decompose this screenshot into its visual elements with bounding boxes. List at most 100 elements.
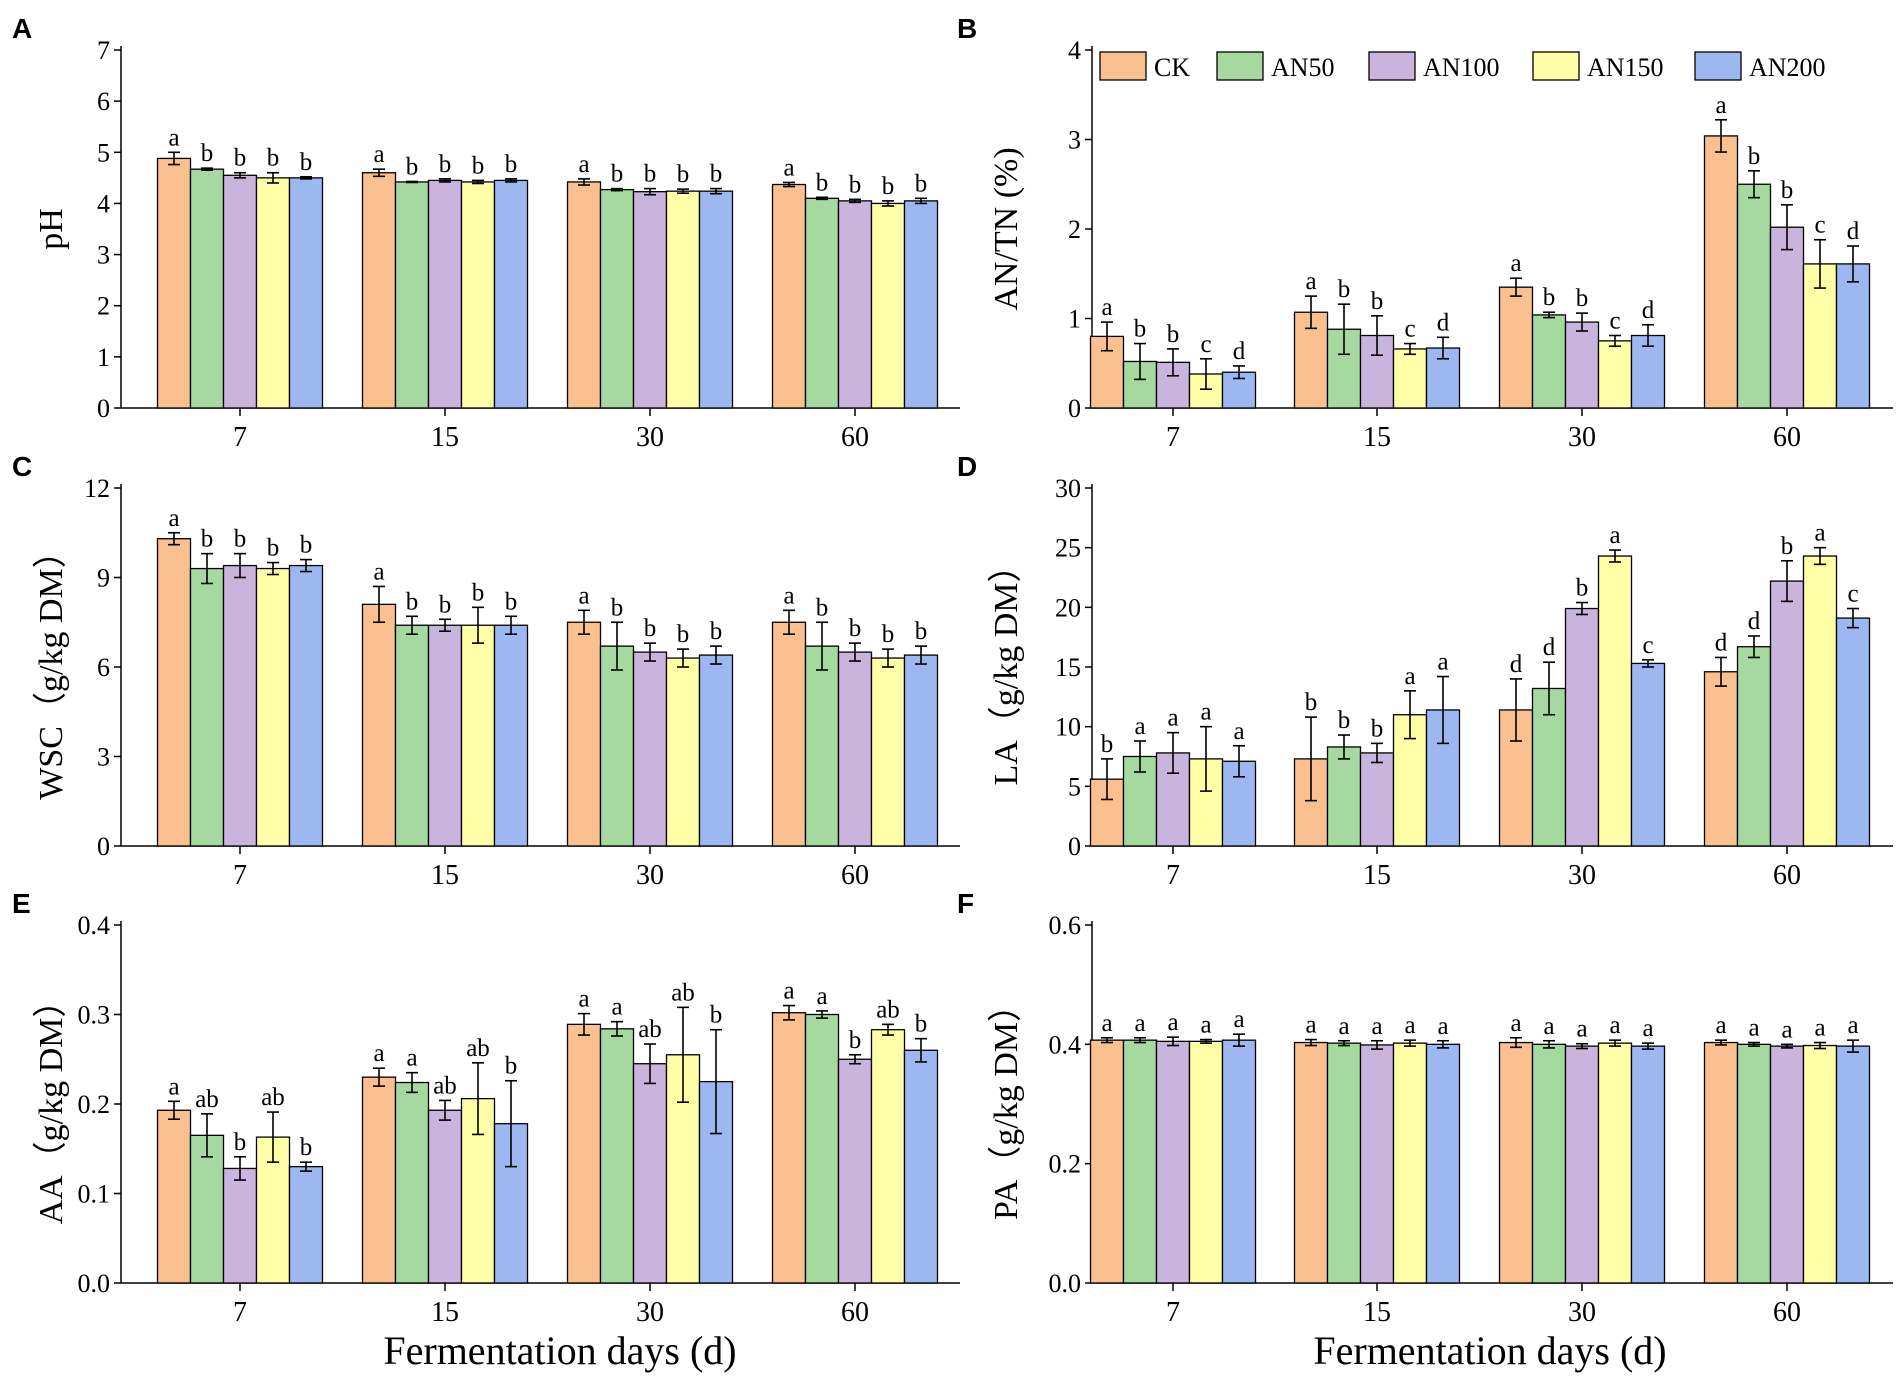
- legend-label-an50: AN50: [1271, 53, 1335, 82]
- panel-letter: E: [12, 888, 31, 919]
- bar-an150-60: [870, 202, 906, 409]
- bar-ck-60: [1703, 671, 1739, 847]
- bar-an100-30: [1564, 321, 1600, 409]
- significance-letter: ab: [466, 1035, 490, 1062]
- x-tick-label: 15: [1363, 422, 1391, 453]
- y-tick-label: 0.6: [1049, 911, 1082, 940]
- bar-an150-30: [1597, 555, 1633, 847]
- significance-letter: b: [882, 621, 895, 648]
- y-tick-label: 0.2: [78, 1090, 111, 1119]
- significance-letter: a: [373, 141, 384, 168]
- y-tick-label: 3: [97, 743, 110, 772]
- significance-letter: b: [915, 1011, 928, 1038]
- significance-letter: d: [1233, 338, 1246, 365]
- significance-letter: a: [1233, 718, 1244, 745]
- bar-an100-15: [427, 624, 463, 847]
- bar-an200-30: [1630, 1045, 1666, 1284]
- significance-letter: b: [849, 171, 862, 198]
- y-tick-label: 10: [1055, 713, 1081, 742]
- significance-letter: b: [1781, 533, 1794, 560]
- y-tick-label: 0.3: [78, 1001, 111, 1030]
- bar-an200-60: [1835, 1045, 1871, 1284]
- significance-letter: b: [300, 1134, 313, 1161]
- y-tick-label: 2: [97, 292, 110, 321]
- bar-an200-30: [698, 654, 734, 847]
- bar-an50-60: [804, 197, 840, 409]
- significance-letter: a: [1715, 1012, 1726, 1039]
- x-axis-title: Fermentation days (d): [1313, 1328, 1666, 1373]
- bar-an100-60: [1769, 1045, 1805, 1284]
- bar-an200-60: [903, 200, 939, 409]
- significance-letter: b: [1167, 321, 1180, 348]
- y-tick-label: 0: [97, 394, 110, 423]
- y-tick-label: 0.4: [78, 911, 111, 940]
- bar-an150-60: [1802, 555, 1838, 847]
- bar-an50-60: [804, 1013, 840, 1284]
- significance-letter: a: [168, 124, 179, 151]
- bar-an200-30: [1630, 334, 1666, 409]
- significance-letter: a: [1101, 294, 1112, 321]
- y-axis-label: pH: [33, 208, 70, 250]
- significance-letter: b: [1101, 731, 1114, 758]
- significance-letter: b: [300, 532, 313, 559]
- bar-ck-30: [1498, 286, 1534, 409]
- y-tick-label: 15: [1055, 653, 1081, 682]
- significance-letter: b: [644, 161, 657, 188]
- bar-ck-15: [361, 172, 397, 409]
- significance-letter: b: [1576, 575, 1589, 602]
- bar-an150-7: [255, 177, 291, 409]
- legend-label-ck: CK: [1154, 53, 1190, 82]
- significance-letter: a: [1781, 1016, 1792, 1043]
- significance-letter: a: [168, 1073, 179, 1100]
- y-tick-label: 1: [97, 343, 110, 372]
- significance-letter: a: [611, 994, 622, 1021]
- bar-an100-30: [632, 191, 668, 409]
- significance-letter: b: [710, 1002, 723, 1029]
- significance-letter: c: [1404, 316, 1415, 343]
- bar-an150-15: [1392, 1042, 1428, 1284]
- significance-letter: b: [816, 169, 829, 196]
- bar-ck-15: [1293, 1041, 1329, 1284]
- significance-letter: b: [1576, 285, 1589, 312]
- bar-an200-7: [288, 564, 324, 847]
- y-tick-label: 7: [97, 36, 110, 65]
- significance-letter: a: [1609, 522, 1620, 549]
- significance-letter: b: [1134, 316, 1147, 343]
- bar-an200-7: [288, 177, 324, 409]
- y-axis-label: AA（g/kg DM）: [32, 984, 70, 1225]
- bar-an100-30: [1564, 607, 1600, 847]
- legend-label-an200: AN200: [1749, 53, 1826, 82]
- significance-letter: d: [1715, 629, 1728, 656]
- bar-an200-60: [1835, 263, 1871, 409]
- bar-an150-60: [870, 657, 906, 847]
- bar-an50-60: [1736, 646, 1772, 847]
- significance-letter: c: [1642, 632, 1653, 659]
- significance-letter: b: [816, 594, 829, 621]
- y-tick-label: 5: [97, 138, 110, 167]
- bar-an150-7: [1188, 1040, 1224, 1284]
- significance-letter: b: [234, 1129, 247, 1156]
- bar-an200-60: [1835, 617, 1871, 847]
- significance-letter: ab: [876, 996, 900, 1023]
- significance-letter: b: [505, 151, 518, 178]
- bar-an100-60: [837, 651, 873, 847]
- significance-letter: b: [267, 535, 280, 562]
- significance-letter: d: [1847, 218, 1860, 245]
- significance-letter: a: [1715, 92, 1726, 119]
- significance-letter: ab: [433, 1072, 457, 1099]
- panel-letter: D: [957, 451, 977, 482]
- significance-letter: b: [472, 152, 485, 179]
- x-tick-label: 15: [431, 422, 459, 453]
- bar-an100-30: [632, 1063, 668, 1284]
- bar-an50-60: [804, 645, 840, 847]
- significance-letter: b: [677, 161, 690, 188]
- bar-ck-30: [566, 181, 602, 409]
- significance-letter: b: [439, 151, 452, 178]
- significance-letter: c: [1609, 308, 1620, 335]
- x-tick-label: 60: [841, 1297, 869, 1328]
- bar-an50-15: [1326, 1042, 1362, 1284]
- legend: CK AN50 AN100 AN150 AN200: [1099, 51, 1826, 82]
- significance-letter: b: [1338, 276, 1351, 303]
- panel-letter: B: [957, 13, 977, 44]
- bar-an100-30: [1564, 1045, 1600, 1284]
